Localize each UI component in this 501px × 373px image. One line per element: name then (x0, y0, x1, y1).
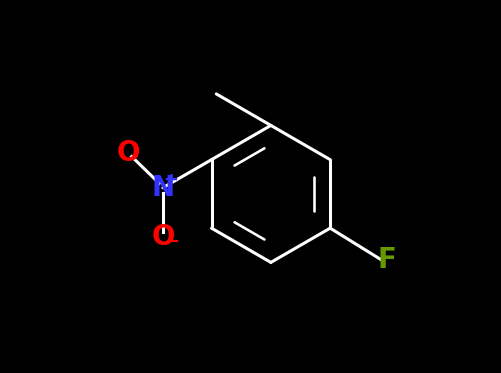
Text: +: + (163, 171, 178, 189)
Text: O: O (151, 223, 175, 251)
Text: −: − (164, 233, 179, 251)
Text: O: O (116, 139, 140, 167)
Text: F: F (377, 246, 396, 274)
Text: N: N (151, 174, 174, 202)
